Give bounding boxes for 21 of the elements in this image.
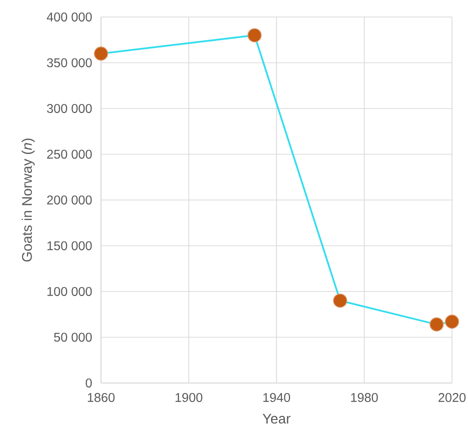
point xyxy=(94,46,108,61)
point xyxy=(247,28,262,42)
y-tick-label: 400 000 xyxy=(46,12,92,22)
x-tick-label: 2020 xyxy=(438,393,466,402)
y-axis-title: Goats in Norway (n) xyxy=(22,138,35,262)
y-tick-label: 100 000 xyxy=(47,287,92,296)
y-tick-label: 200 000 xyxy=(47,196,92,204)
y-tick-label: 350 000 xyxy=(46,58,92,68)
x-tick-label: 1940 xyxy=(263,393,290,402)
y-tick-label: 150 000 xyxy=(47,241,92,250)
x-axis-title: Year xyxy=(262,414,290,424)
x-tick-label: 1860 xyxy=(88,393,115,402)
y-tick-label: 0 xyxy=(86,378,92,388)
x-tick-label: 1980 xyxy=(351,393,378,402)
y-tick-label: 250 000 xyxy=(47,150,92,159)
y-tick-label: 50 000 xyxy=(54,332,92,342)
y-tick-label: 300 000 xyxy=(46,104,92,113)
point xyxy=(333,294,348,308)
point xyxy=(430,317,444,332)
point xyxy=(444,314,460,329)
x-tick-label: 1900 xyxy=(176,393,202,402)
